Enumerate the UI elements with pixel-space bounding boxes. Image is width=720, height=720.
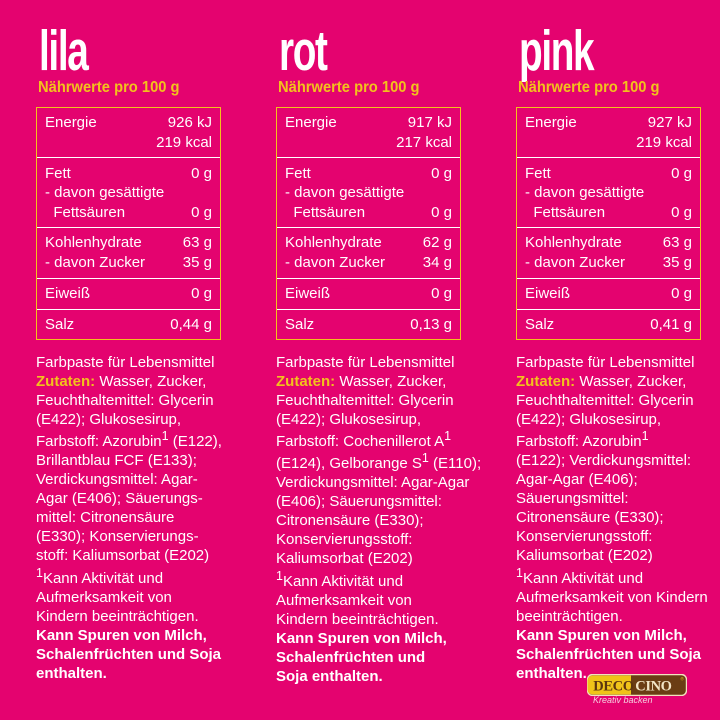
svg-text:DECO: DECO [593,678,633,694]
svg-text:CINO: CINO [635,678,671,694]
